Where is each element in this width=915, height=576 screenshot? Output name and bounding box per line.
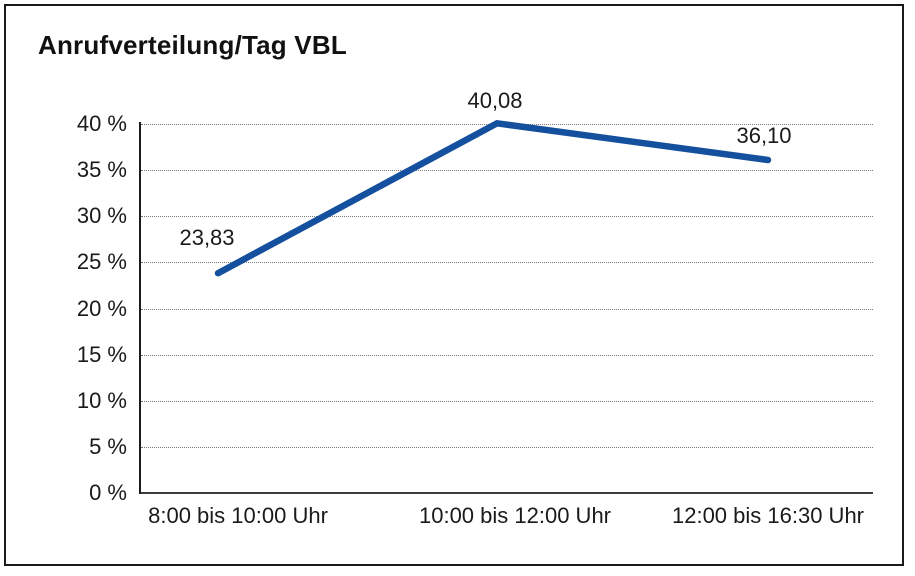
gridline: [141, 216, 873, 217]
chart-title: Anrufverteilung/Tag VBL: [38, 30, 347, 60]
gridline: [141, 170, 873, 171]
gridline: [141, 401, 873, 402]
series-line: [214, 119, 772, 277]
y-axis-tick-label: 0 %: [89, 480, 127, 505]
gridline: [141, 309, 873, 310]
y-axis-tick-label: 30 %: [76, 203, 127, 228]
y-axis-tick-label: 25 %: [76, 249, 127, 274]
x-axis-tick-label: 10:00 bis 12:00 Uhr: [418, 503, 612, 528]
x-axis-tick-label: 12:00 bis 16:30 Uhr: [671, 503, 865, 528]
x-axis: [141, 492, 873, 494]
y-axis-tick-label: 10 %: [76, 388, 127, 413]
y-axis-tick-label: 20 %: [76, 296, 127, 321]
y-axis: [139, 122, 141, 494]
gridline: [141, 355, 873, 356]
chart-frame: [4, 4, 904, 566]
y-axis-tick-label: 15 %: [76, 342, 127, 367]
data-label: 23,83: [179, 225, 235, 250]
x-axis-tick-label: 8:00 bis 10:00 Uhr: [148, 503, 328, 528]
gridline: [141, 262, 873, 263]
y-axis-tick-label: 35 %: [76, 157, 127, 182]
y-axis-tick-label: 5 %: [89, 434, 127, 459]
data-label: 36,10: [736, 123, 792, 148]
data-label: 40,08: [467, 88, 523, 113]
y-axis-tick-label: 40 %: [76, 111, 127, 136]
gridline: [141, 447, 873, 448]
